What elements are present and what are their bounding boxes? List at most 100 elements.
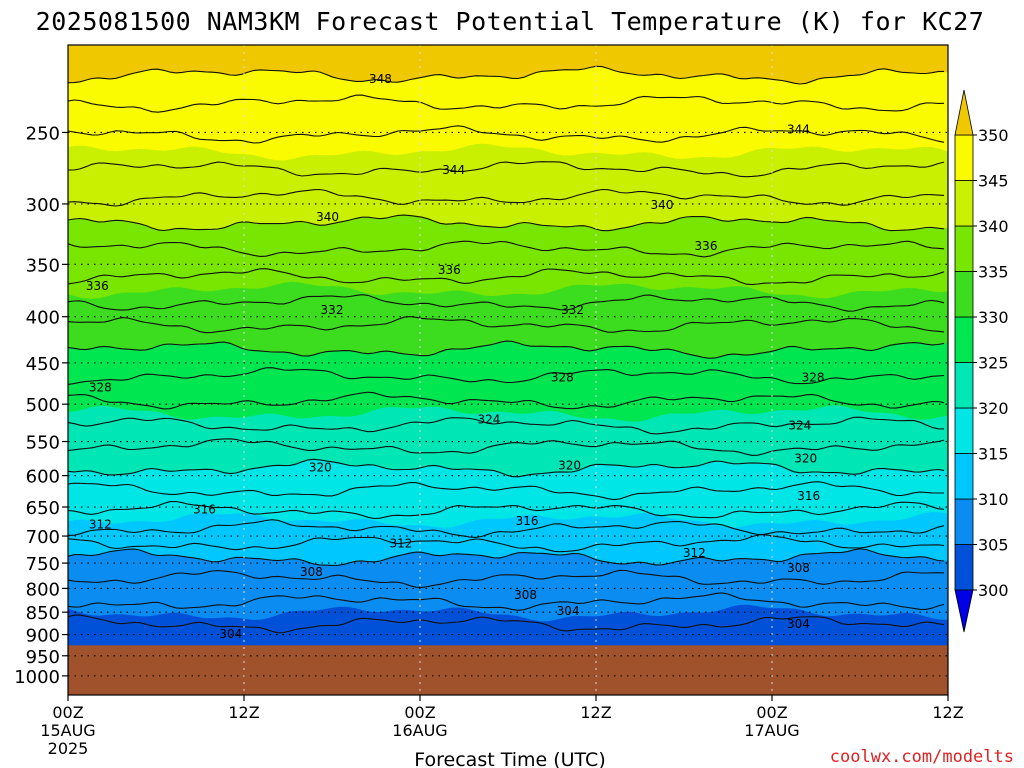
y-tick-label: 800 <box>26 579 60 600</box>
contour-label: 348 <box>369 72 392 86</box>
y-tick-label: 750 <box>26 554 60 575</box>
contour-316 <box>68 500 945 520</box>
contour-306 <box>68 592 945 611</box>
contour-label: 316 <box>516 514 539 528</box>
contour-label: 316 <box>193 502 216 516</box>
y-tick-label: 300 <box>26 195 60 216</box>
chart-title: 2025081500 NAM3KM Forecast Potential Tem… <box>36 7 985 36</box>
x-tick-date: 17AUG <box>744 721 799 740</box>
contour-label: 344 <box>442 163 465 177</box>
contour-310 <box>68 548 945 566</box>
ground-mask <box>68 645 948 695</box>
contour-label-text: 344 <box>787 122 810 136</box>
contour-label-text: 336 <box>86 279 109 293</box>
contour-338 <box>68 240 945 258</box>
y-tick-label: 700 <box>26 527 60 548</box>
contour-label: 336 <box>695 239 718 253</box>
colorbar-segment <box>954 362 974 409</box>
contour-label-text: 332 <box>321 303 344 317</box>
contour-label-text: 336 <box>438 263 461 277</box>
contour-label-text: 308 <box>514 588 537 602</box>
contour-348 <box>68 94 945 113</box>
contour-label: 312 <box>683 546 706 560</box>
x-tick-label: 00Z <box>404 703 435 722</box>
contour-label-text: 328 <box>89 380 112 394</box>
colorbar-label: 325 <box>978 354 1009 373</box>
contour-label: 316 <box>797 489 820 503</box>
y-tick-label: 250 <box>26 123 60 144</box>
colorbar-segment <box>954 407 974 454</box>
colorbar-label: 345 <box>978 172 1009 191</box>
x-tick-label: 00Z <box>52 703 83 722</box>
contour-label-text: 316 <box>516 514 539 528</box>
colorbar-segment <box>954 544 974 591</box>
contour-322 <box>68 438 945 456</box>
contour-label-text: 316 <box>193 502 216 516</box>
contour-labels: 348 344 344 340 340 336 336 336 332 332 328 328 328 3… <box>86 72 825 641</box>
y-tick-label: 850 <box>26 603 60 624</box>
contour-label-text: 328 <box>802 370 825 384</box>
contour-350 <box>68 65 945 85</box>
contour-label: 336 <box>86 279 109 293</box>
contour-label-text: 336 <box>695 239 718 253</box>
contour-label: 340 <box>651 198 674 212</box>
contour-label-text: 304 <box>787 617 810 631</box>
contour-label: 320 <box>558 459 581 473</box>
contour-label: 328 <box>89 380 112 394</box>
contour-334 <box>68 294 945 312</box>
y-axis: 2503003504004505005506006507007508008509… <box>14 123 68 688</box>
contour-314 <box>68 519 945 538</box>
contour-label-text: 332 <box>561 303 584 317</box>
contour-344 <box>68 161 945 178</box>
contour-label: 304 <box>787 617 810 631</box>
y-tick-label: 950 <box>26 647 60 668</box>
contour-label: 312 <box>89 518 112 532</box>
x-tick-year: 2025 <box>48 739 89 758</box>
contour-346 <box>68 125 945 144</box>
contour-label-text: 304 <box>557 604 580 618</box>
contour-label: 332 <box>321 303 344 317</box>
contour-label: 344 <box>787 122 810 136</box>
y-tick-label: 650 <box>26 498 60 519</box>
colorbar-segment <box>954 271 974 318</box>
contour-336 <box>68 268 945 286</box>
contour-324 <box>68 416 945 435</box>
contour-326 <box>68 391 945 410</box>
y-tick-label: 550 <box>26 433 60 454</box>
contour-label-text: 348 <box>369 72 392 86</box>
contour-label-text: 344 <box>442 163 465 177</box>
contour-label-text: 308 <box>787 561 810 575</box>
contour-342 <box>68 188 945 207</box>
contour-label: 304 <box>557 604 580 618</box>
contour-label: 328 <box>551 370 574 384</box>
plot-area: 348 344 344 340 340 336 336 336 332 332 328 328 328 3… <box>68 45 948 695</box>
x-tick-date: 15AUG <box>40 721 95 740</box>
contour-label-text: 308 <box>300 565 323 579</box>
contour-label-text: 340 <box>316 210 339 224</box>
contour-label: 324 <box>477 413 500 427</box>
y-tick-label: 450 <box>26 354 60 375</box>
y-tick-label: 500 <box>26 395 60 416</box>
colorbar-label: 350 <box>978 126 1009 145</box>
contour-label: 308 <box>787 561 810 575</box>
contour-label: 340 <box>316 210 339 224</box>
contour-312 <box>68 534 945 553</box>
colorbar-extend-top <box>954 89 974 136</box>
x-tick-date: 16AUG <box>392 721 447 740</box>
contour-label-text: 316 <box>797 489 820 503</box>
colorbar-segment <box>954 225 974 272</box>
colorbar-segment <box>954 316 974 363</box>
contour-label-text: 320 <box>558 459 581 473</box>
y-tick-label: 350 <box>26 255 60 276</box>
x-tick-label: 12Z <box>932 703 963 722</box>
contour-label-text: 320 <box>309 461 332 475</box>
colorbar-label: 300 <box>978 581 1009 600</box>
contour-label: 308 <box>514 588 537 602</box>
colorbar-label: 310 <box>978 490 1009 509</box>
x-tick-label: 00Z <box>756 703 787 722</box>
contour-label-text: 340 <box>651 198 674 212</box>
contour-label: 324 <box>788 419 811 433</box>
colorbar-label: 305 <box>978 536 1009 555</box>
y-tick-label: 600 <box>26 467 60 488</box>
